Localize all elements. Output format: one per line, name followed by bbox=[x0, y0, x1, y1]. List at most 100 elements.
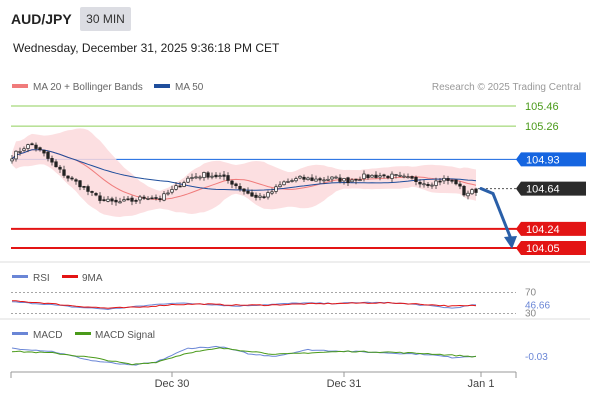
candle bbox=[202, 172, 206, 178]
candle bbox=[238, 186, 242, 190]
candle bbox=[266, 192, 270, 198]
candle bbox=[50, 158, 54, 163]
candle bbox=[426, 184, 430, 187]
candle bbox=[170, 189, 174, 193]
candle bbox=[86, 186, 90, 192]
candle bbox=[154, 197, 158, 199]
ma50-legend-swatch bbox=[154, 84, 170, 88]
rsi-ma-line bbox=[12, 300, 477, 309]
candle bbox=[406, 176, 410, 179]
candle bbox=[14, 150, 18, 160]
candle bbox=[402, 175, 406, 178]
current-price-label: 104.64 bbox=[526, 184, 560, 196]
candle bbox=[94, 193, 98, 196]
candle bbox=[242, 188, 246, 192]
candle bbox=[302, 176, 306, 180]
candle bbox=[430, 184, 434, 187]
candle bbox=[146, 198, 150, 200]
candle bbox=[450, 179, 454, 182]
bollinger-band bbox=[12, 128, 476, 217]
candle bbox=[314, 178, 318, 182]
candle bbox=[34, 144, 38, 149]
candle bbox=[470, 189, 474, 195]
candle bbox=[182, 182, 186, 187]
candle bbox=[346, 177, 350, 183]
candle bbox=[122, 199, 126, 202]
candle bbox=[258, 195, 262, 198]
candle bbox=[126, 198, 130, 201]
candle bbox=[106, 198, 110, 202]
chart-header: AUD/JPY 30 MIN Wednesday, December 31, 2… bbox=[0, 0, 590, 68]
macd-legend-swatch bbox=[12, 332, 28, 335]
candle bbox=[254, 194, 258, 198]
forecast-arrow bbox=[479, 187, 513, 241]
candle bbox=[474, 188, 478, 193]
macd-line bbox=[11, 345, 477, 366]
candle bbox=[74, 179, 78, 182]
candle bbox=[306, 177, 310, 181]
candle bbox=[414, 176, 418, 182]
macd-legend-label: MACD bbox=[33, 330, 62, 341]
rsi-tick-30: 30 bbox=[525, 308, 537, 319]
candle bbox=[138, 196, 142, 201]
candle bbox=[30, 143, 34, 146]
candle bbox=[442, 177, 446, 182]
pivot-price-label: 104.93 bbox=[526, 154, 560, 166]
resistance-label: 105.46 bbox=[525, 101, 559, 113]
candle bbox=[190, 177, 194, 179]
candle bbox=[462, 185, 466, 196]
candle bbox=[350, 179, 354, 183]
candle bbox=[194, 176, 198, 179]
candle bbox=[418, 181, 422, 185]
rsi-tick-70: 70 bbox=[525, 288, 537, 299]
candle bbox=[262, 196, 266, 199]
candle bbox=[334, 176, 338, 179]
candle bbox=[294, 178, 298, 182]
current-price-tag bbox=[516, 181, 586, 196]
candle bbox=[110, 198, 114, 202]
candle bbox=[98, 195, 102, 201]
ma50-legend-label: MA 50 bbox=[175, 82, 204, 93]
candle bbox=[114, 199, 118, 203]
macd-signal-legend-swatch bbox=[75, 332, 91, 335]
candle bbox=[342, 178, 346, 182]
candle bbox=[54, 161, 58, 168]
research-credit: Research © 2025 Trading Central bbox=[432, 82, 581, 93]
candle bbox=[466, 192, 470, 197]
rsi-ma-legend-swatch bbox=[62, 275, 78, 278]
candle bbox=[230, 180, 234, 185]
x-axis-tick-label: Dec 31 bbox=[327, 378, 362, 390]
candle bbox=[102, 199, 106, 202]
candle bbox=[390, 173, 394, 179]
candle bbox=[214, 174, 218, 178]
ma20-legend-swatch bbox=[12, 84, 28, 88]
candle bbox=[46, 151, 50, 159]
timeframe-button[interactable]: 30 MIN bbox=[80, 7, 131, 31]
candle bbox=[22, 148, 26, 151]
candle bbox=[410, 176, 414, 179]
candle bbox=[142, 196, 146, 199]
candle bbox=[10, 158, 14, 162]
candle bbox=[370, 174, 374, 178]
candle bbox=[174, 185, 178, 190]
candle bbox=[438, 180, 442, 183]
candle bbox=[362, 173, 366, 180]
price-panel: 105.46 105.26 104.93 104.64 104.24 104.05 bbox=[10, 101, 586, 255]
candle bbox=[250, 192, 254, 197]
candle bbox=[382, 174, 386, 177]
candle bbox=[222, 174, 226, 177]
candle bbox=[310, 177, 314, 181]
instrument-title: AUD/JPY bbox=[11, 11, 72, 27]
x-axis-tick-label: Jan 1 bbox=[468, 378, 495, 390]
macd-signal-legend-label: MACD Signal bbox=[95, 330, 155, 341]
candle bbox=[378, 175, 382, 178]
candle bbox=[458, 183, 462, 187]
rsi-ma-legend-label: 9MA bbox=[82, 273, 103, 284]
candle bbox=[446, 178, 450, 181]
macd-signal-line bbox=[11, 347, 477, 366]
candle bbox=[322, 179, 326, 182]
candle bbox=[150, 197, 154, 200]
candle bbox=[286, 181, 290, 183]
x-axis-tick-label: Dec 30 bbox=[155, 378, 190, 390]
